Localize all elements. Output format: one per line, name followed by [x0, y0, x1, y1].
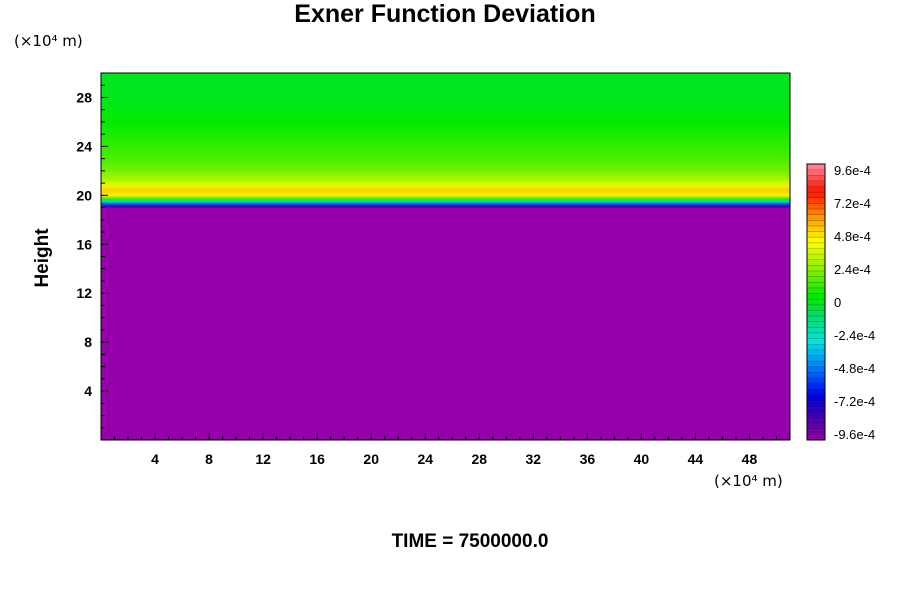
- colorbar-swatch: [807, 282, 825, 289]
- colorbar-swatch: [807, 164, 825, 170]
- y-tick-label: 8: [84, 334, 92, 350]
- y-tick-label: 28: [76, 89, 92, 105]
- colorbar-swatch: [807, 180, 825, 187]
- x-tick-label: 4: [151, 451, 159, 467]
- colorbar-swatch: [807, 394, 825, 401]
- y-tick-label: 4: [84, 383, 92, 399]
- colorbar-swatch: [807, 265, 825, 272]
- colorbar-swatch: [807, 423, 825, 430]
- colorbar-swatch: [807, 209, 825, 215]
- x-tick-label: 32: [526, 451, 542, 467]
- colorbar-swatch: [807, 372, 825, 379]
- colorbar-swatch: [807, 349, 825, 356]
- colorbar: [806, 163, 826, 441]
- colorbar-swatch: [807, 304, 825, 311]
- colorbar-swatch: [807, 259, 825, 266]
- colorbar-swatch: [807, 248, 825, 255]
- colorbar-swatch: [807, 383, 825, 390]
- x-tick-label: 40: [634, 451, 650, 467]
- colorbar-swatch: [807, 389, 825, 396]
- colorbar-label: 7.2e-4: [834, 196, 871, 211]
- contour-field: [101, 73, 790, 440]
- colorbar-swatch: [807, 321, 825, 328]
- colorbar-label: -7.2e-4: [834, 394, 875, 409]
- colorbar-swatch: [807, 361, 825, 368]
- colorbar-label: -9.6e-4: [834, 427, 875, 442]
- colorbar-swatch: [807, 406, 825, 413]
- colorbar-swatch: [807, 366, 825, 373]
- x-axis-unit: (×10⁴ m): [714, 472, 783, 490]
- colorbar-swatch: [807, 254, 825, 261]
- colorbar-label: 4.8e-4: [834, 229, 871, 244]
- colorbar-swatch: [807, 327, 825, 334]
- colorbar-label: 2.4e-4: [834, 262, 871, 277]
- colorbar-swatch: [807, 344, 825, 351]
- plot-frame: [100, 72, 791, 441]
- time-annotation: TIME = 7500000.0: [391, 531, 549, 552]
- colorbar-swatch: [807, 231, 825, 238]
- colorbar-swatch: [807, 310, 825, 317]
- y-tick-label: 24: [76, 138, 92, 154]
- x-tick-label: 28: [471, 451, 487, 467]
- colorbar-swatch: [807, 332, 825, 339]
- colorbar-swatch: [807, 271, 825, 277]
- colorbar-swatch: [807, 355, 825, 362]
- y-tick-label: 12: [76, 285, 92, 301]
- y-axis-unit: (×10⁴ m): [14, 32, 83, 50]
- colorbar-label: -2.4e-4: [834, 328, 875, 343]
- colorbar-label: -4.8e-4: [834, 361, 875, 376]
- colorbar-swatch: [807, 338, 825, 345]
- colorbar-labels: 9.6e-4 7.2e-4 4.8e-4 2.4e-4 0 -2.4e-4 -4.8e-4 -…: [834, 163, 875, 442]
- colorbar-swatch: [807, 237, 825, 244]
- colorbar-swatch: [807, 411, 825, 418]
- x-tick-labels: 4 8 12 16 20 24 28 32 36 40 44 48: [151, 451, 757, 467]
- y-tick-labels: 4 8 12 16 20 24 28: [76, 89, 92, 399]
- x-tick-label: 24: [417, 451, 433, 467]
- colorbar-swatch: [807, 197, 825, 204]
- x-tick-label: 48: [742, 451, 758, 467]
- colorbar-label: 9.6e-4: [834, 163, 871, 178]
- x-tick-label: 36: [580, 451, 596, 467]
- colorbar-swatch: [807, 434, 825, 441]
- colorbar-swatch: [807, 214, 825, 221]
- colorbar-swatch: [807, 276, 825, 283]
- colorbar-swatch: [807, 378, 825, 384]
- colorbar-swatch: [807, 225, 825, 232]
- colorbar-swatch: [807, 428, 825, 435]
- axis-ticks: [101, 84, 777, 440]
- x-tick-label: 12: [255, 451, 271, 467]
- colorbar-swatch: [807, 186, 825, 193]
- x-tick-label: 44: [688, 451, 704, 467]
- colorbar-swatch: [807, 192, 825, 199]
- x-tick-label: 20: [363, 451, 379, 467]
- colorbar-swatch: [807, 169, 825, 176]
- colorbar-label: 0: [834, 295, 841, 310]
- colorbar-swatch: [807, 175, 825, 182]
- y-tick-label: 20: [76, 187, 92, 203]
- colorbar-swatch: [807, 417, 825, 424]
- colorbar-swatch: [807, 400, 825, 407]
- colorbar-swatch: [807, 203, 825, 210]
- x-tick-label: 16: [309, 451, 325, 467]
- colorbar-swatch: [807, 299, 825, 306]
- colorbar-swatch: [807, 242, 825, 249]
- colorbar-swatch: [807, 316, 825, 323]
- colorbar-swatch: [807, 220, 825, 227]
- colorbar-swatch: [807, 293, 825, 300]
- colorbar-frame: [806, 163, 826, 441]
- y-tick-label: 16: [76, 236, 92, 252]
- chart-title: Exner Function Deviation: [294, 0, 596, 28]
- x-tick-label: 8: [205, 451, 213, 467]
- colorbar-swatch: [807, 287, 825, 294]
